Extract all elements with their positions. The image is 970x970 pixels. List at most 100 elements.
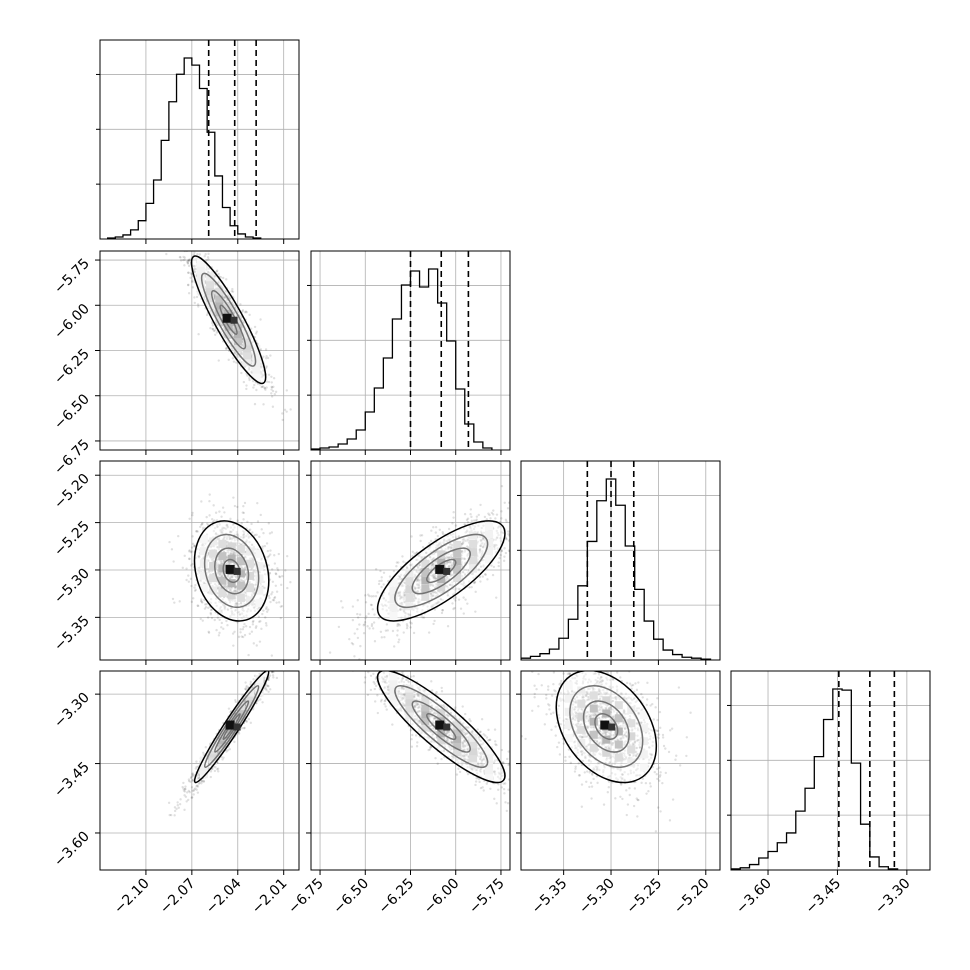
scatter-point (216, 323, 219, 327)
scatter-point (201, 619, 204, 622)
density-cell (485, 522, 494, 531)
scatter-point (538, 502, 540, 504)
density-cell (246, 584, 255, 593)
scatter-point (196, 303, 200, 306)
scatter-point (397, 582, 400, 585)
scatter-point (383, 603, 387, 607)
scatter-point (219, 609, 223, 613)
density-cell (421, 576, 430, 585)
scatter-point (430, 606, 434, 609)
scatter-point (503, 501, 506, 504)
scatter-point (392, 570, 396, 573)
scatter-point (396, 623, 399, 626)
contour-level-1 (214, 547, 250, 595)
scatter-point (482, 558, 485, 562)
scatter-point (242, 533, 246, 537)
scatter-point (417, 586, 420, 590)
scatter-point (350, 641, 354, 645)
scatter-point (242, 518, 245, 521)
scatter-point (428, 546, 432, 549)
scatter-point (421, 545, 425, 549)
scatter-point (228, 748, 231, 751)
density-cell (236, 544, 245, 553)
scatter-point (476, 531, 480, 534)
scatter-point (419, 578, 422, 581)
scatter-point (204, 542, 207, 545)
scatter-point (219, 530, 222, 533)
scatter-point (272, 385, 275, 389)
scatter-point (499, 537, 502, 540)
scatter-point (400, 601, 403, 605)
scatter-point (439, 598, 443, 601)
scatter-point (238, 542, 242, 546)
scatter-point (485, 518, 489, 521)
density-cell (246, 547, 255, 556)
scatter-point (255, 533, 258, 537)
scatter-point (430, 574, 433, 577)
scatter-point (403, 590, 406, 593)
scatter-point (226, 526, 229, 529)
scatter-point (239, 628, 242, 631)
scatter-point (445, 556, 448, 559)
scatter-point (233, 312, 236, 315)
scatter-point (398, 575, 402, 578)
scatter-point (188, 550, 191, 553)
scatter-point (226, 525, 230, 528)
scatter-point (227, 293, 230, 296)
scatter-point (396, 624, 399, 628)
scatter-point (220, 515, 223, 518)
scatter-point (178, 802, 182, 806)
scatter-point (229, 599, 232, 602)
density-cell (199, 547, 208, 556)
scatter-point (237, 554, 241, 558)
scatter-point (478, 535, 482, 539)
scatter-point (429, 583, 432, 586)
scatter-point (248, 580, 251, 584)
scatter-point (450, 574, 453, 577)
scatter-point (251, 567, 254, 571)
scatter-point (272, 661, 274, 663)
scatter-point (234, 700, 238, 704)
scatter-point (268, 553, 272, 556)
density-panel-3-0 (100, 661, 299, 870)
scatter-point (451, 544, 454, 547)
scatter-point (460, 557, 464, 560)
scatter-point (212, 504, 215, 507)
scatter-point (224, 289, 227, 292)
scatter-point (194, 767, 198, 770)
scatter-point (527, 528, 529, 530)
scatter-point (466, 538, 469, 541)
scatter-point (192, 240, 194, 242)
scatter-point (249, 370, 253, 374)
scatter-point (220, 611, 223, 614)
scatter-point (220, 574, 223, 577)
scatter-point (241, 579, 244, 582)
scatter-point (270, 385, 273, 389)
scatter-point (382, 571, 386, 574)
scatter-point (401, 608, 405, 611)
scatter-point (196, 530, 199, 533)
scatter-point (213, 329, 216, 332)
scatter-point (482, 544, 486, 547)
scatter-point (239, 535, 243, 539)
scatter-point (262, 609, 265, 612)
scatter-point (417, 584, 421, 587)
scatter-point (191, 248, 193, 250)
scatter-point (397, 594, 400, 598)
scatter-point (495, 544, 498, 547)
scatter-point (193, 545, 196, 548)
scatter-point (264, 357, 268, 360)
scatter-point (243, 591, 246, 594)
scatter-point (176, 243, 178, 245)
scatter-point (222, 526, 225, 530)
scatter-point (402, 598, 406, 601)
scatter-point (337, 625, 341, 629)
contour-level-1 (210, 290, 247, 350)
scatter-point (228, 531, 232, 534)
scatter-point (202, 296, 206, 299)
scatter-point (214, 532, 218, 536)
scatter-point (188, 557, 191, 560)
scatter-point (240, 352, 243, 356)
scatter-point (381, 608, 384, 611)
scatter-point (217, 359, 220, 362)
